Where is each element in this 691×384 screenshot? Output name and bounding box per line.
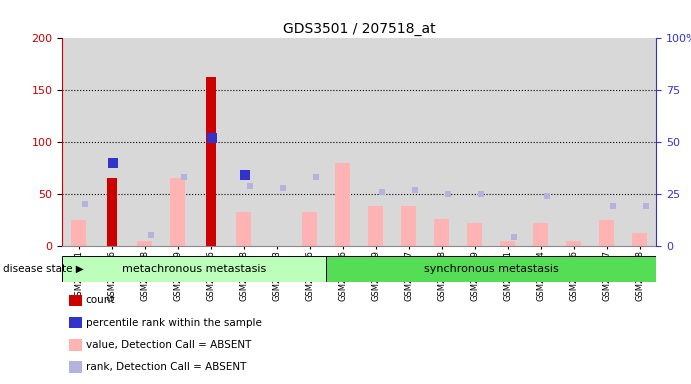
Bar [368, 206, 384, 246]
Bar [107, 178, 117, 246]
Bar [261, 38, 293, 246]
Text: count: count [86, 295, 115, 305]
Bar [194, 38, 227, 246]
Bar [170, 178, 185, 246]
Bar [335, 163, 350, 246]
Bar [138, 240, 152, 246]
Text: disease state ▶: disease state ▶ [3, 264, 84, 274]
Text: metachronous metastasis: metachronous metastasis [122, 264, 266, 274]
Bar [401, 206, 417, 246]
Bar [129, 38, 161, 246]
Bar [426, 38, 458, 246]
Bar [227, 38, 261, 246]
Bar [524, 38, 558, 246]
Title: GDS3501 / 207518_at: GDS3501 / 207518_at [283, 22, 435, 36]
Bar [359, 38, 392, 246]
Bar [558, 38, 590, 246]
Bar [62, 38, 95, 246]
Bar [161, 38, 194, 246]
Bar [71, 220, 86, 246]
Bar [236, 212, 252, 246]
Text: rank, Detection Call = ABSENT: rank, Detection Call = ABSENT [86, 362, 246, 372]
Bar [458, 38, 491, 246]
Text: synchronous metastasis: synchronous metastasis [424, 264, 559, 274]
Bar [326, 38, 359, 246]
Bar [491, 38, 524, 246]
Bar [599, 220, 614, 246]
Bar [623, 38, 656, 246]
Bar [567, 240, 581, 246]
Bar [632, 233, 647, 246]
Bar [392, 38, 426, 246]
Bar [467, 223, 482, 246]
Text: percentile rank within the sample: percentile rank within the sample [86, 318, 262, 328]
Bar [62, 256, 326, 282]
Bar [95, 38, 129, 246]
Bar [500, 240, 515, 246]
Bar [590, 38, 623, 246]
Text: value, Detection Call = ABSENT: value, Detection Call = ABSENT [86, 340, 251, 350]
Bar [533, 223, 549, 246]
Bar [302, 212, 317, 246]
Bar [326, 256, 656, 282]
Bar [293, 38, 326, 246]
Bar [206, 77, 216, 246]
Bar [435, 219, 449, 246]
